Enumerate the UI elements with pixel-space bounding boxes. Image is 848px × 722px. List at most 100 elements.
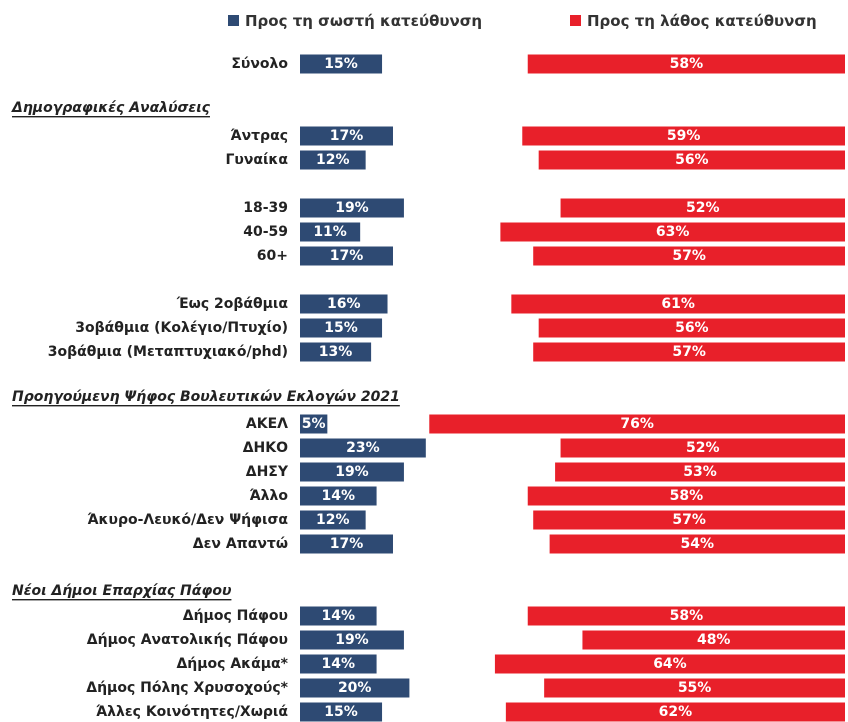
value-label: 17% bbox=[330, 248, 364, 264]
category-label: Άλλο bbox=[250, 488, 289, 504]
bar bbox=[555, 462, 845, 482]
value-label: 56% bbox=[675, 152, 709, 168]
bar bbox=[538, 318, 845, 338]
category-label: Δήμος Ανατολικής Πάφου bbox=[87, 632, 288, 648]
value-label: 58% bbox=[670, 56, 704, 72]
value-label: 63% bbox=[656, 224, 690, 240]
section-title: Νέοι Δήμοι Επαρχίας Πάφου bbox=[12, 583, 232, 599]
value-label: 5% bbox=[302, 416, 326, 432]
value-label: 52% bbox=[686, 200, 720, 216]
category-label: Άλλες Κοινότητες/Χωριά bbox=[96, 704, 288, 720]
value-label: 20% bbox=[338, 680, 372, 696]
bar bbox=[511, 294, 845, 314]
value-label: 59% bbox=[667, 128, 701, 144]
bar bbox=[300, 414, 328, 434]
category-label: Δήμος Ακάμα* bbox=[176, 656, 288, 672]
bar bbox=[300, 534, 393, 554]
category-label: 40-59 bbox=[243, 224, 288, 240]
bar bbox=[533, 510, 845, 530]
legend-label: Προς τη λάθος κατεύθυνση bbox=[587, 12, 817, 30]
legend-swatch bbox=[228, 15, 239, 26]
bar bbox=[527, 486, 845, 506]
value-label: 55% bbox=[678, 680, 712, 696]
value-label: 15% bbox=[324, 320, 358, 336]
value-label: 48% bbox=[697, 632, 731, 648]
bar bbox=[300, 294, 388, 314]
category-label: 3οβάθμια (Κολέγιο/Πτυχίο) bbox=[75, 320, 288, 336]
category-label: Σύνολο bbox=[231, 56, 288, 72]
value-label: 58% bbox=[670, 488, 704, 504]
value-label: 17% bbox=[330, 128, 364, 144]
value-label: 19% bbox=[335, 464, 369, 480]
category-label: ΔΗΚΟ bbox=[243, 440, 288, 456]
category-label: Έως 2οβάθμια bbox=[176, 296, 289, 312]
value-label: 57% bbox=[672, 248, 706, 264]
value-label: 19% bbox=[335, 200, 369, 216]
value-label: 13% bbox=[319, 344, 353, 360]
category-label: Άντρας bbox=[230, 128, 288, 144]
value-label: 15% bbox=[324, 704, 358, 720]
bar bbox=[582, 630, 845, 650]
category-label: 60+ bbox=[257, 248, 288, 264]
value-label: 53% bbox=[683, 464, 717, 480]
value-label: 61% bbox=[661, 296, 695, 312]
section-title: Δημογραφικές Αναλύσεις bbox=[11, 100, 211, 116]
bar bbox=[549, 534, 845, 554]
bar bbox=[300, 606, 377, 626]
value-label: 14% bbox=[322, 656, 356, 672]
value-label: 15% bbox=[324, 56, 358, 72]
bar bbox=[494, 654, 845, 674]
category-label: Γυναίκα bbox=[225, 152, 288, 168]
value-label: 76% bbox=[620, 416, 654, 432]
bar bbox=[300, 654, 377, 674]
bar bbox=[300, 462, 404, 482]
value-label: 12% bbox=[316, 152, 350, 168]
category-label: Δήμος Πόλης Χρυσοχούς* bbox=[86, 680, 288, 696]
bar bbox=[538, 150, 845, 170]
value-label: 56% bbox=[675, 320, 709, 336]
bar bbox=[560, 198, 845, 218]
bar bbox=[300, 438, 426, 458]
bar bbox=[300, 678, 410, 698]
category-label: Δήμος Πάφου bbox=[183, 608, 288, 624]
bar bbox=[300, 54, 383, 74]
bar bbox=[300, 630, 404, 650]
category-label: Άκυρο-Λευκό/Δεν Ψήφισα bbox=[87, 512, 288, 528]
value-label: 14% bbox=[322, 488, 356, 504]
value-label: 62% bbox=[659, 704, 693, 720]
value-label: 57% bbox=[672, 344, 706, 360]
bar bbox=[505, 702, 845, 722]
bar bbox=[300, 318, 383, 338]
bar bbox=[300, 486, 377, 506]
bar bbox=[300, 126, 393, 146]
category-label: ΑΚΕΛ bbox=[246, 416, 288, 432]
value-label: 16% bbox=[327, 296, 361, 312]
category-label: 18-39 bbox=[243, 200, 288, 216]
value-label: 57% bbox=[672, 512, 706, 528]
value-label: 19% bbox=[335, 632, 369, 648]
value-label: 52% bbox=[686, 440, 720, 456]
category-label: Δεν Απαντώ bbox=[193, 536, 288, 552]
bar bbox=[522, 126, 845, 146]
bar bbox=[429, 414, 845, 434]
bar bbox=[300, 246, 393, 266]
bar bbox=[527, 606, 845, 626]
section-title: Προηγούμενη Ψήφος Βουλευτικών Εκλογών 20… bbox=[12, 389, 400, 405]
value-label: 17% bbox=[330, 536, 364, 552]
legend-swatch bbox=[570, 15, 581, 26]
legend-label: Προς τη σωστή κατεύθυνση bbox=[245, 12, 482, 30]
value-label: 64% bbox=[653, 656, 687, 672]
bar bbox=[300, 150, 366, 170]
value-label: 23% bbox=[346, 440, 380, 456]
value-label: 54% bbox=[681, 536, 715, 552]
bar bbox=[544, 678, 845, 698]
bar bbox=[527, 54, 845, 74]
bar bbox=[533, 246, 845, 266]
value-label: 58% bbox=[670, 608, 704, 624]
bar bbox=[300, 510, 366, 530]
bar bbox=[300, 342, 372, 362]
value-label: 11% bbox=[313, 224, 347, 240]
value-label: 12% bbox=[316, 512, 350, 528]
category-label: 3οβάθμια (Μεταπτυχιακό/phd) bbox=[48, 344, 288, 360]
